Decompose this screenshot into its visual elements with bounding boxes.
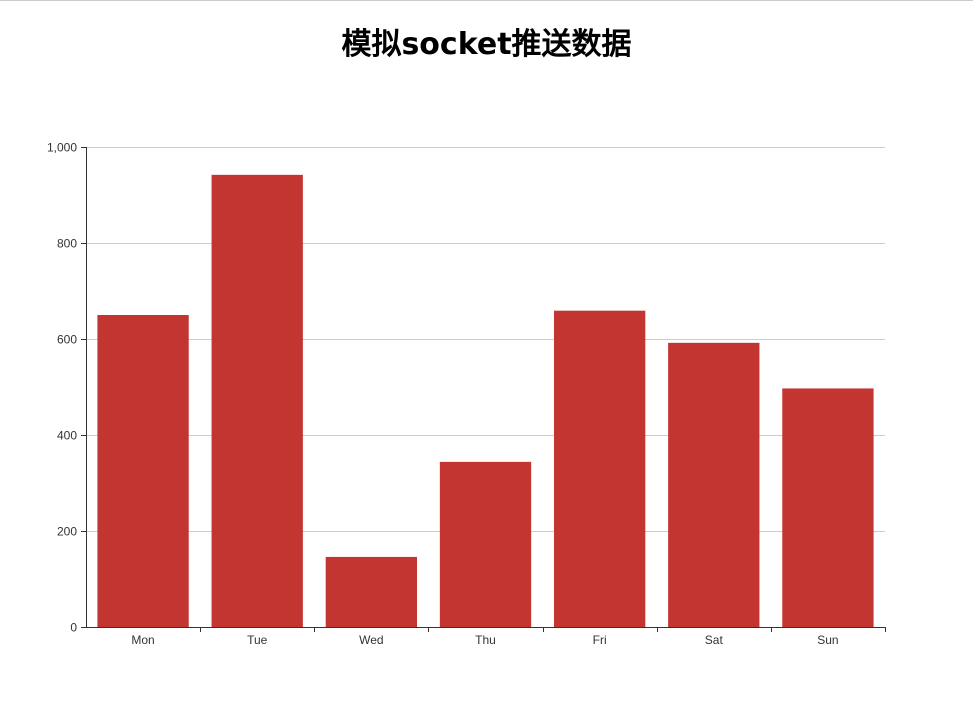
bar-tue[interactable] xyxy=(211,174,303,627)
x-tick-label: Sun xyxy=(817,633,838,647)
y-tick-label: 400 xyxy=(57,429,77,443)
axes: 0 200 400 600 800 1,000 Mon Tue Wed Thu Fri Sat Sun xyxy=(47,141,886,647)
x-tick-label: Thu xyxy=(475,633,496,647)
bar-sun[interactable] xyxy=(782,388,874,627)
bar-thu[interactable] xyxy=(439,461,532,627)
y-tick-label: 800 xyxy=(57,237,77,251)
bar-sat[interactable] xyxy=(668,342,760,627)
x-tick-label: Sat xyxy=(705,633,724,647)
y-tick-label: 200 xyxy=(57,525,77,539)
y-tick-label: 600 xyxy=(57,333,77,347)
x-tick-label: Fri xyxy=(593,633,607,647)
y-tick-label: 1,000 xyxy=(47,141,77,155)
bar-fri[interactable] xyxy=(553,310,646,627)
bar-wed[interactable] xyxy=(325,556,418,627)
chart-title: 模拟socket推送数据 xyxy=(341,27,632,62)
x-tick-label: Mon xyxy=(131,633,154,647)
x-tick-label: Wed xyxy=(359,633,383,647)
x-tick-label: Tue xyxy=(247,633,268,647)
bars xyxy=(97,174,874,627)
y-tick-label: 0 xyxy=(70,621,77,635)
bar-mon[interactable] xyxy=(97,315,189,627)
